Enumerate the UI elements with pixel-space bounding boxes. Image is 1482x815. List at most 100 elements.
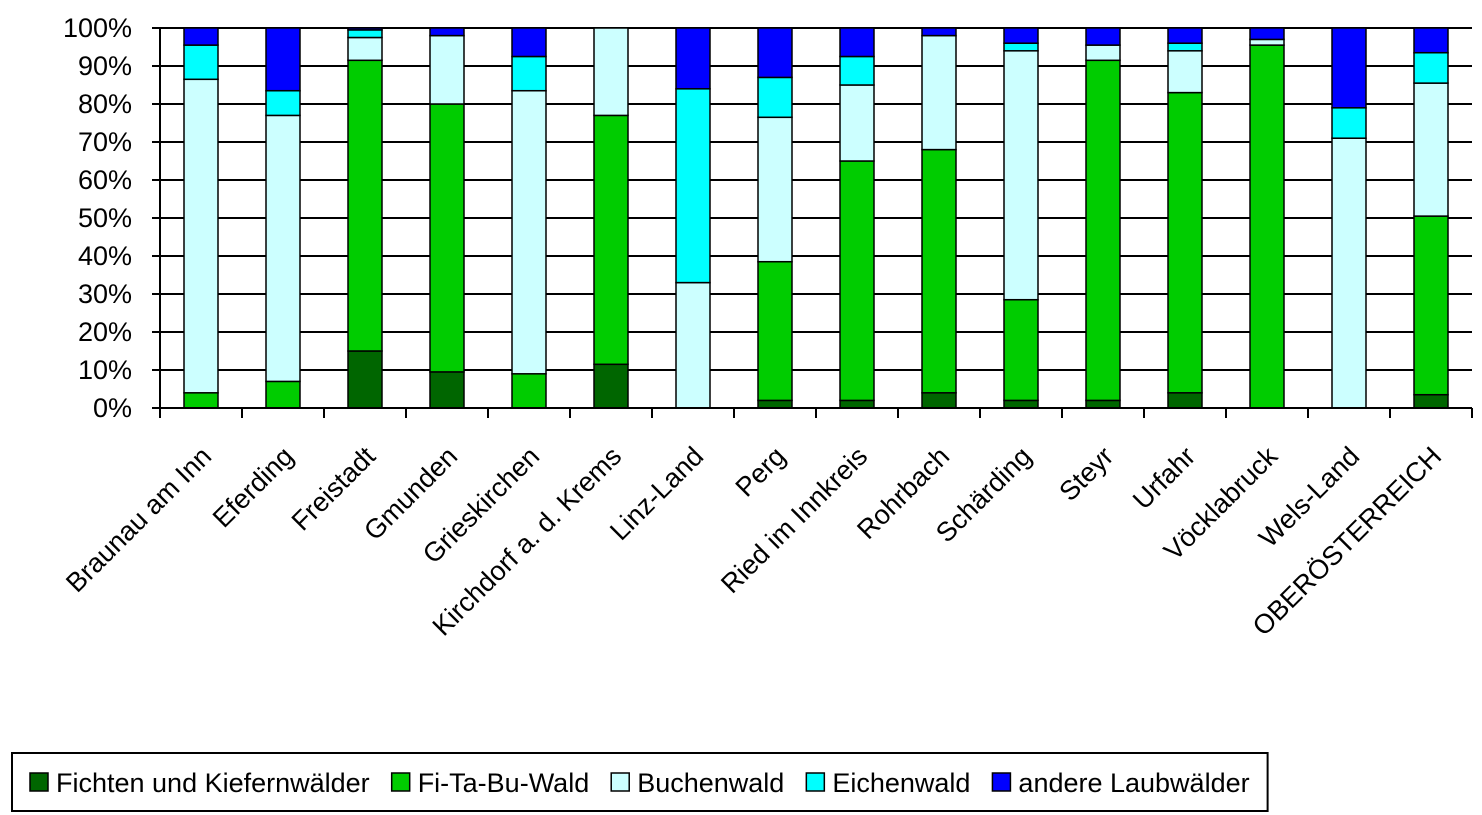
y-tick-label: 60% <box>78 165 132 195</box>
bar-segment <box>1085 27 1121 46</box>
legend-label: Buchenwald <box>637 768 784 798</box>
bar-segment <box>1167 392 1203 409</box>
bar-segment <box>757 27 793 79</box>
bar-segment <box>1413 393 1449 409</box>
bar-segment <box>1413 82 1449 217</box>
bar-segment <box>1331 107 1367 139</box>
y-tick-label: 90% <box>78 51 132 81</box>
bar-segment <box>1413 215 1449 396</box>
bar-segment <box>1331 137 1367 409</box>
legend-label: andere Laubwälder <box>1018 768 1249 798</box>
x-category-label: Steyr <box>1053 441 1119 507</box>
bar-segment <box>1085 399 1121 409</box>
bar-segment <box>347 350 383 409</box>
axes <box>152 27 1473 418</box>
y-tick-label: 40% <box>78 241 132 271</box>
legend-swatch <box>991 772 1012 792</box>
legend-swatch <box>29 772 49 792</box>
bar-segment <box>429 103 465 373</box>
bar-segment <box>1331 27 1367 109</box>
bar-segment <box>593 27 629 117</box>
y-tick-label: 70% <box>78 127 132 157</box>
bar-segment <box>921 27 957 37</box>
bar-segment <box>347 36 383 62</box>
legend-swatch <box>390 772 411 792</box>
bar-segment <box>1085 44 1121 62</box>
bar-segment <box>1249 27 1285 41</box>
bar-segment <box>347 59 383 352</box>
bar-segment <box>1003 298 1039 402</box>
bar-segment <box>1003 399 1039 409</box>
bar-segment <box>347 27 383 31</box>
bar-segment <box>511 373 547 409</box>
bar-segment <box>1249 38 1285 46</box>
bar-segment <box>839 55 875 86</box>
bar-segment <box>511 27 547 58</box>
bar-segment <box>511 89 547 375</box>
y-tick-label: 20% <box>78 317 132 347</box>
legend-label: Fi-Ta-Bu-Wald <box>418 768 590 798</box>
legend-box <box>11 752 1269 812</box>
legend-label: Fichten und Kiefernwälder <box>56 768 370 798</box>
bar-segment <box>675 281 711 409</box>
legend-label: Eichenwald <box>832 768 970 798</box>
bar-segment <box>183 27 219 46</box>
y-tick-label: 50% <box>78 203 132 233</box>
bar-segment <box>839 84 875 162</box>
bar-segment <box>1167 91 1203 394</box>
bar-segment <box>265 27 301 92</box>
bar-segment <box>1003 42 1039 52</box>
bars <box>183 27 1449 409</box>
bar-segment <box>675 88 711 284</box>
bar-segment <box>757 116 793 263</box>
bar-segment <box>757 76 793 119</box>
y-axis-tick-labels: 0% 10% 20% 30% 40% 50% 60% 70% 80% 90% 100% <box>63 13 132 423</box>
bar-segment <box>757 399 793 409</box>
bar-segment <box>757 260 793 402</box>
bar-segment <box>1249 44 1285 409</box>
bar-segment <box>183 78 219 394</box>
x-category-label: Perg <box>730 441 792 503</box>
bar-segment <box>347 29 383 39</box>
bar-segment <box>921 34 957 151</box>
y-tick-label: 80% <box>78 89 132 119</box>
y-tick-label: 30% <box>78 279 132 309</box>
bar-segment <box>1167 50 1203 94</box>
bar-segment <box>1003 27 1039 44</box>
bar-segment <box>1167 27 1203 44</box>
bar-segment <box>839 160 875 402</box>
bar-segment <box>1413 51 1449 84</box>
legend-swatch <box>805 772 826 792</box>
x-axis-category-labels: Braunau am InnEferdingFreistadtGmundenGr… <box>60 441 1447 642</box>
x-category-label: Eferding <box>207 441 299 533</box>
bar-segment <box>265 89 301 117</box>
bar-segment <box>429 371 465 409</box>
bar-segment <box>429 34 465 105</box>
bar-segment <box>921 148 957 394</box>
bar-segment <box>1085 59 1121 402</box>
bar-segment <box>839 399 875 409</box>
bar-segment <box>183 392 219 409</box>
bar-segment <box>183 44 219 81</box>
bar-segment <box>429 27 465 37</box>
bar-segment <box>593 363 629 409</box>
y-tick-label: 10% <box>78 355 132 385</box>
bar-segment <box>675 27 711 90</box>
bar-segment <box>511 55 547 92</box>
bar-segment <box>839 27 875 58</box>
bar-segment <box>1413 27 1449 54</box>
bar-segment <box>593 114 629 366</box>
bar-segment <box>1003 50 1039 301</box>
x-category-label: Braunau am Inn <box>60 441 217 598</box>
x-category-label: Ried im Innkreis <box>715 441 873 599</box>
bar-segment <box>921 392 957 409</box>
bar-segment <box>1167 42 1203 52</box>
legend: Fichten und Kiefernwälder Fi-Ta-Bu-Wald Bu… <box>11 752 1269 812</box>
bar-segment <box>265 114 301 383</box>
bar-segment <box>265 380 301 409</box>
y-tick-label: 0% <box>93 393 132 423</box>
x-category-label: Urfahr <box>1127 441 1201 515</box>
legend-swatch <box>610 772 630 792</box>
y-tick-label: 100% <box>63 13 132 43</box>
